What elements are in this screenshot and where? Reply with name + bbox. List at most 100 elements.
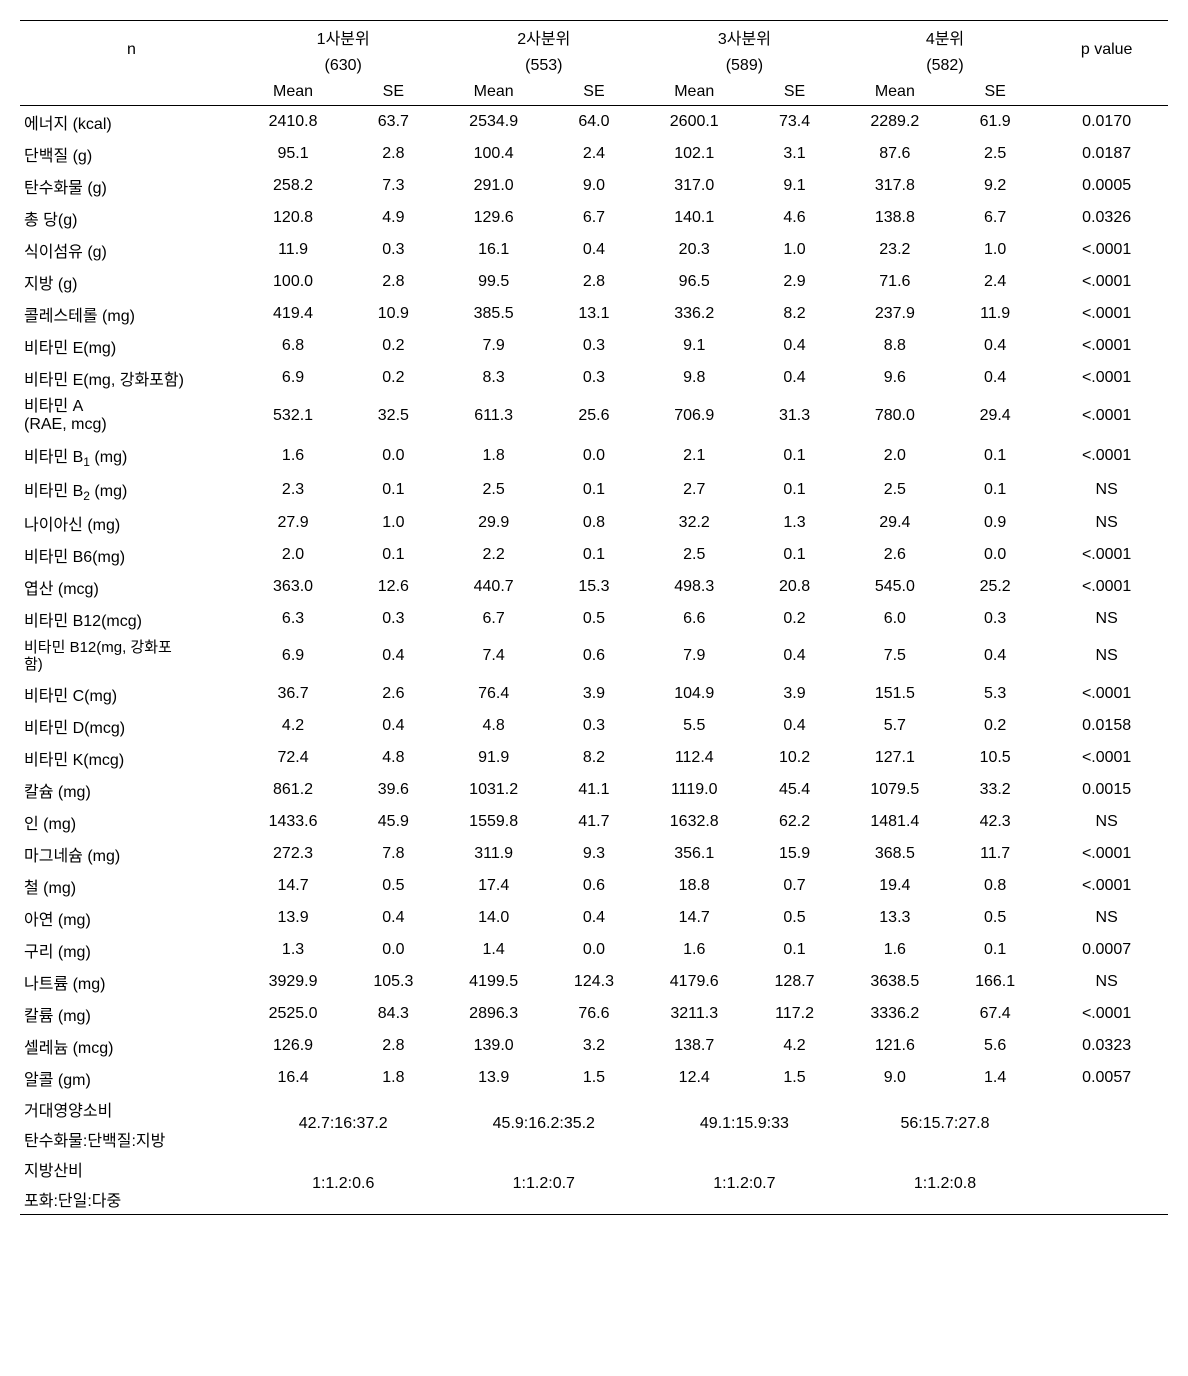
ratio-value: 1:1.2:0.7 [644,1154,845,1215]
mean-cell: 13.3 [845,902,945,934]
mean-cell: 29.4 [845,507,945,539]
mean-cell: 36.7 [243,678,343,710]
row-label: 알콜 (gm) [20,1062,243,1094]
nutrient-table: n 1사분위 2사분위 3사분위 4분위 p value (630) (553)… [20,20,1168,1215]
ratio-p-blank [1045,1154,1168,1215]
mean-cell: 6.0 [845,603,945,635]
mean-cell: 100.0 [243,266,343,298]
p-value-cell: 0.0007 [1045,934,1168,966]
ratio-label: 포화:단일:다중 [20,1184,243,1215]
se-header-4: SE [945,79,1045,106]
mean-cell: 8.8 [845,330,945,362]
row-label: 비타민 B6(mg) [20,539,243,571]
row-label: 비타민 D(mcg) [20,710,243,742]
mean-cell: 7.9 [444,330,544,362]
mean-cell: 2.3 [243,473,343,507]
se-cell: 0.0 [343,934,443,966]
mean-cell: 9.0 [845,1062,945,1094]
se-cell: 41.7 [544,806,644,838]
se-cell: 9.0 [544,170,644,202]
ratio-label: 거대영양소비 [20,1094,243,1124]
table-row: 비타민 D(mcg)4.20.44.80.35.50.45.70.20.0158 [20,710,1168,742]
mean-cell: 1079.5 [845,774,945,806]
se-cell: 11.7 [945,838,1045,870]
group-2-n: (553) [444,53,645,79]
mean-cell: 2.5 [444,473,544,507]
mean-cell: 3929.9 [243,966,343,998]
table-row: 알콜 (gm)16.41.813.91.512.41.59.01.40.0057 [20,1062,1168,1094]
mean-header-3: Mean [644,79,744,106]
se-cell: 12.6 [343,571,443,603]
se-cell: 2.9 [744,266,844,298]
se-cell: 8.2 [544,742,644,774]
ratio-value: 1:1.2:0.6 [243,1154,444,1215]
p-value-cell: 0.0323 [1045,1030,1168,1062]
se-cell: 0.0 [343,439,443,473]
mean-cell: 545.0 [845,571,945,603]
se-cell: 0.1 [343,539,443,571]
se-cell: 11.9 [945,298,1045,330]
mean-cell: 5.5 [644,710,744,742]
mean-cell: 2410.8 [243,106,343,139]
se-cell: 0.6 [544,870,644,902]
mean-cell: 1559.8 [444,806,544,838]
group-3-n: (589) [644,53,845,79]
mean-cell: 95.1 [243,138,343,170]
mean-cell: 1031.2 [444,774,544,806]
se-cell: 0.4 [744,635,844,678]
mean-cell: 5.7 [845,710,945,742]
mean-cell: 2.5 [644,539,744,571]
se-cell: 4.2 [744,1030,844,1062]
p-value-cell: 0.0187 [1045,138,1168,170]
se-cell: 76.6 [544,998,644,1030]
se-cell: 9.3 [544,838,644,870]
row-label: 철 (mg) [20,870,243,902]
mean-cell: 706.9 [644,394,744,439]
se-cell: 4.6 [744,202,844,234]
mean-cell: 1632.8 [644,806,744,838]
table-row: 비타민 K(mcg)72.44.891.98.2112.410.2127.110… [20,742,1168,774]
table-row: 칼륨 (mg)2525.084.32896.376.63211.3117.233… [20,998,1168,1030]
se-cell: 0.2 [744,603,844,635]
se-cell: 0.1 [544,473,644,507]
mean-cell: 2534.9 [444,106,544,139]
table-row: 인 (mg)1433.645.91559.841.71632.862.21481… [20,806,1168,838]
se-cell: 0.3 [945,603,1045,635]
p-value-cell: NS [1045,473,1168,507]
se-cell: 1.5 [744,1062,844,1094]
table-row: 비타민 A(RAE, mcg)532.132.5611.325.6706.931… [20,394,1168,439]
se-cell: 0.3 [544,362,644,394]
p-value-cell: <.0001 [1045,234,1168,266]
group-4-title: 4분위 [845,21,1046,54]
mean-cell: 1.4 [444,934,544,966]
mean-cell: 127.1 [845,742,945,774]
p-value-cell: 0.0015 [1045,774,1168,806]
row-label: 에너지 (kcal) [20,106,243,139]
row-label: 구리 (mg) [20,934,243,966]
se-cell: 4.9 [343,202,443,234]
mean-cell: 2525.0 [243,998,343,1030]
mean-cell: 14.0 [444,902,544,934]
row-label: 아연 (mg) [20,902,243,934]
mean-cell: 7.9 [644,635,744,678]
mean-cell: 9.8 [644,362,744,394]
p-value-cell: <.0001 [1045,838,1168,870]
mean-cell: 20.3 [644,234,744,266]
se-cell: 13.1 [544,298,644,330]
se-cell: 67.4 [945,998,1045,1030]
row-label: 총 당(g) [20,202,243,234]
mean-cell: 1.6 [644,934,744,966]
row-label: 엽산 (mcg) [20,571,243,603]
p-value-cell: <.0001 [1045,998,1168,1030]
mean-cell: 7.5 [845,635,945,678]
mean-cell: 336.2 [644,298,744,330]
se-cell: 73.4 [744,106,844,139]
mean-cell: 12.4 [644,1062,744,1094]
se-cell: 62.2 [744,806,844,838]
se-cell: 0.3 [544,330,644,362]
se-cell: 0.6 [544,635,644,678]
se-cell: 45.4 [744,774,844,806]
p-value-cell: <.0001 [1045,571,1168,603]
mean-cell: 112.4 [644,742,744,774]
se-cell: 105.3 [343,966,443,998]
